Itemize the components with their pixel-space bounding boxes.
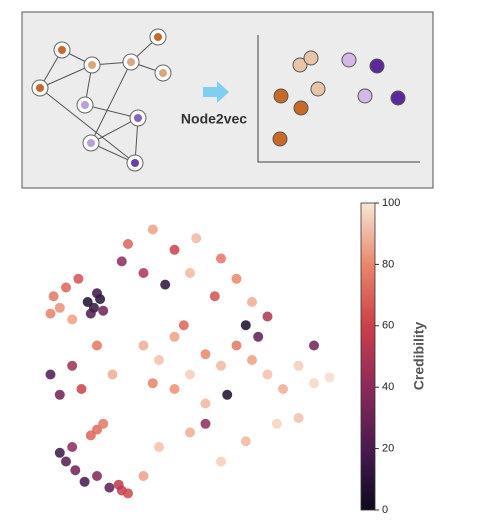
point: [123, 488, 133, 499]
point: [45, 308, 56, 319]
point: [67, 442, 78, 452]
colorbar: [360, 202, 376, 511]
point: [247, 355, 257, 365]
point: [79, 476, 90, 487]
point: [104, 482, 115, 493]
point: [147, 378, 158, 389]
colorbar-tick-label: 100: [382, 197, 400, 209]
point: [85, 430, 96, 441]
colorbar-tick-label: 20: [382, 443, 394, 455]
point: [262, 311, 273, 322]
point: [54, 389, 65, 400]
point: [98, 418, 109, 429]
point: [76, 384, 87, 394]
point: [240, 436, 251, 447]
point: [271, 418, 282, 429]
point: [160, 279, 171, 290]
scatter-points: [45, 224, 335, 499]
node-icons: [36, 33, 167, 167]
point: [231, 340, 242, 351]
arrow: [203, 81, 229, 103]
point: [191, 233, 202, 244]
point: [154, 355, 164, 365]
point: [116, 256, 127, 267]
point: [45, 369, 56, 380]
point: [200, 398, 211, 409]
point: [48, 291, 59, 302]
point: [253, 331, 264, 342]
embedding-axes: [257, 35, 420, 163]
point: [262, 369, 273, 380]
method-label: Node2vec: [181, 111, 247, 127]
colorbar-tick-label: 40: [382, 381, 394, 393]
point: [216, 253, 226, 264]
point: [200, 349, 211, 360]
point: [92, 288, 102, 299]
point: [138, 340, 149, 351]
point: [67, 314, 78, 325]
point: [73, 273, 84, 284]
colorbar-tick-label: 80: [382, 258, 394, 270]
embedding-dots: [272, 50, 406, 147]
point: [231, 273, 242, 284]
point: [309, 378, 319, 389]
point: [178, 320, 189, 331]
point: [222, 389, 233, 400]
point: [185, 427, 195, 438]
point: [240, 320, 251, 331]
point: [216, 360, 226, 371]
point: [185, 369, 195, 380]
diagram-panel: Node2vec: [21, 11, 434, 189]
point: [138, 268, 149, 278]
point: [169, 331, 180, 342]
point: [200, 418, 211, 429]
colorbar-tick-label: 0: [382, 504, 388, 516]
point: [113, 479, 124, 490]
point: [92, 340, 102, 351]
point: [98, 305, 109, 316]
point: [92, 471, 102, 481]
point: [61, 282, 71, 293]
point: [293, 360, 304, 371]
point: [138, 471, 149, 481]
point: [85, 308, 96, 319]
point: [209, 291, 220, 302]
point: [278, 384, 288, 394]
colorbar-label: Credibility: [411, 322, 427, 391]
point: [154, 442, 164, 452]
point: [309, 340, 319, 351]
point: [169, 244, 180, 255]
point: [216, 456, 226, 467]
point: [185, 268, 195, 278]
point: [67, 360, 78, 371]
point: [123, 239, 133, 249]
point: [54, 447, 65, 458]
point: [169, 384, 180, 394]
point: [61, 456, 71, 467]
point: [70, 465, 81, 476]
colorbar-tick-label: 60: [382, 320, 394, 332]
point: [293, 413, 304, 423]
point: [54, 302, 65, 313]
point: [324, 372, 335, 383]
point: [147, 224, 158, 235]
point: [247, 297, 257, 307]
point: [107, 369, 118, 380]
